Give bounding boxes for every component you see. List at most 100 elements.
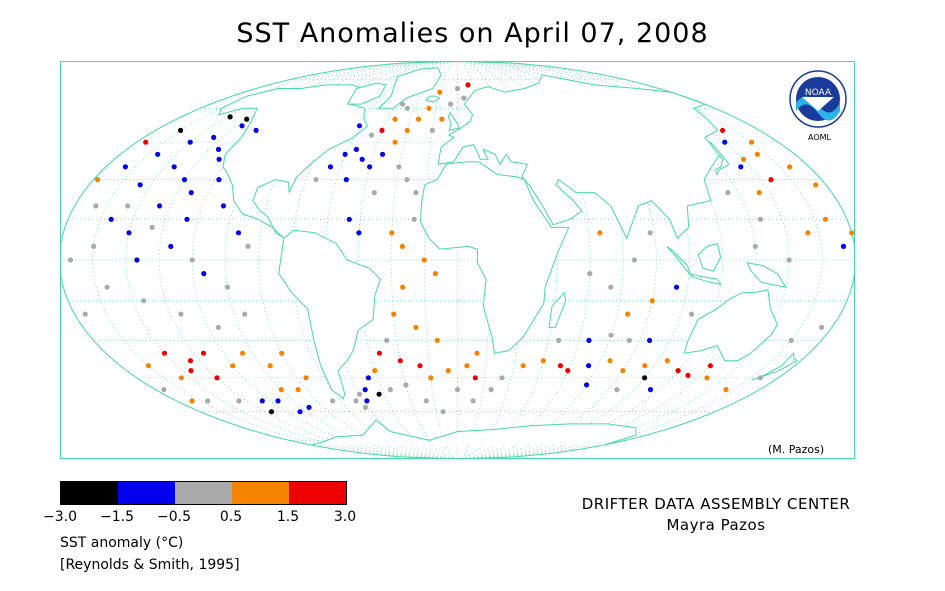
drifter-point [188,190,194,196]
drifter-point [171,164,177,170]
drifter-point [239,123,245,129]
drifter-point [126,230,132,236]
drifter-point [631,257,638,263]
drifter-point [584,382,590,388]
drifter-point [181,177,188,183]
drifter-point [82,311,88,317]
drifter-point [754,151,760,157]
drifter-point [608,284,614,290]
colorbar-tick-5: 3.0 [333,509,357,525]
drifter-point [187,358,194,364]
drifter-point [367,164,373,170]
center-title: DRIFTER DATA ASSEMBLY CENTER [581,495,851,513]
drifter-point [94,177,101,183]
drifter-point [295,387,301,393]
drifter-point [448,101,454,107]
drifter-point [620,368,626,374]
drifter-point [353,146,359,152]
colorbar-ticks: −3.0 −1.5 −0.5 0.5 1.5 3.0 [40,509,370,527]
drifter-point [387,387,393,393]
drifter-point [685,372,691,378]
landmass-iceland [424,95,441,103]
landmass-borneo [697,242,722,272]
drifter-point [445,368,451,374]
drifter-point [259,398,265,404]
aoml-label: AOML [808,133,831,142]
colorbar-bin-0 [61,482,118,504]
drifter-point [306,404,312,410]
drifter-point [91,243,97,249]
drifter-point [586,363,592,369]
colorbar-bin-4 [289,482,346,504]
drifter-point [429,127,435,133]
colorbar-tick-3: 0.5 [219,509,243,525]
drifter-point [278,387,284,393]
drifter-point [556,337,562,343]
drifter-point [440,409,446,415]
legend-reference: [Reynolds & Smith, 1995] [60,557,240,573]
drifter-point [614,387,620,393]
drifter-point [244,116,250,122]
landmass-eurasia [437,74,721,240]
drifter-point [720,127,726,133]
colorbar-tick-2: −0.5 [157,509,191,525]
drifter-point [840,243,847,249]
map-title: SST Anomalies on April 07, 2008 [236,18,709,49]
drifter-point [391,311,397,317]
svg-text:NOAA: NOAA [805,88,832,98]
drifter-point [125,203,131,209]
drifter-point [819,324,825,330]
drifter-point [168,243,174,249]
drifter-point [404,177,410,183]
drifter-point [216,177,222,183]
drifter-point [279,350,285,356]
meridian-line [357,61,458,459]
drifter-point [157,203,163,209]
drifter-point [137,182,143,188]
drifter-point [205,398,211,404]
drifter-point [557,363,564,369]
drifter-point [434,337,440,343]
colorbar-bin-3 [232,482,289,504]
drifter-point [752,243,758,249]
drifter-point [236,398,242,404]
meridian-line [92,61,458,459]
drifter-point [253,127,259,133]
drifter-point [371,190,377,196]
drifter-point [240,350,246,356]
drifter-point [707,363,714,369]
drifter-point [189,257,195,263]
drifter-point [211,134,217,140]
drifter-point [813,182,819,188]
drifter-point [396,164,402,170]
drifter-point [362,404,368,410]
drifter-point [303,375,309,381]
center-attribution: DRIFTER DATA ASSEMBLY CENTER Mayra Pazos [540,494,892,536]
drifter-point [184,216,190,222]
drifter-point [822,216,829,222]
drifter-point [224,284,231,290]
landmass-uk [447,111,460,132]
drifter-point [464,363,470,369]
landmass-australia [683,289,778,362]
drifter-point [327,164,334,170]
drifter-point [768,177,774,183]
drifter-point [267,363,273,369]
drifter-point [275,398,281,404]
landmass-baffin [346,82,387,105]
drifter-point [474,350,480,356]
colorbar [60,481,347,505]
colorbar-bin-1 [118,482,175,504]
center-author: Mayra Pazos [666,516,766,534]
drifter-point [432,271,438,277]
meridian-line [457,61,823,459]
drifter-points [68,82,855,415]
drifter-point [201,271,207,277]
drifter-point [353,398,359,404]
drifter-point [330,398,336,404]
drifter-point [454,85,461,92]
drifter-point [93,203,99,209]
drifter-point [342,151,348,157]
landmass-africa [420,161,570,354]
drifter-point [411,216,417,222]
